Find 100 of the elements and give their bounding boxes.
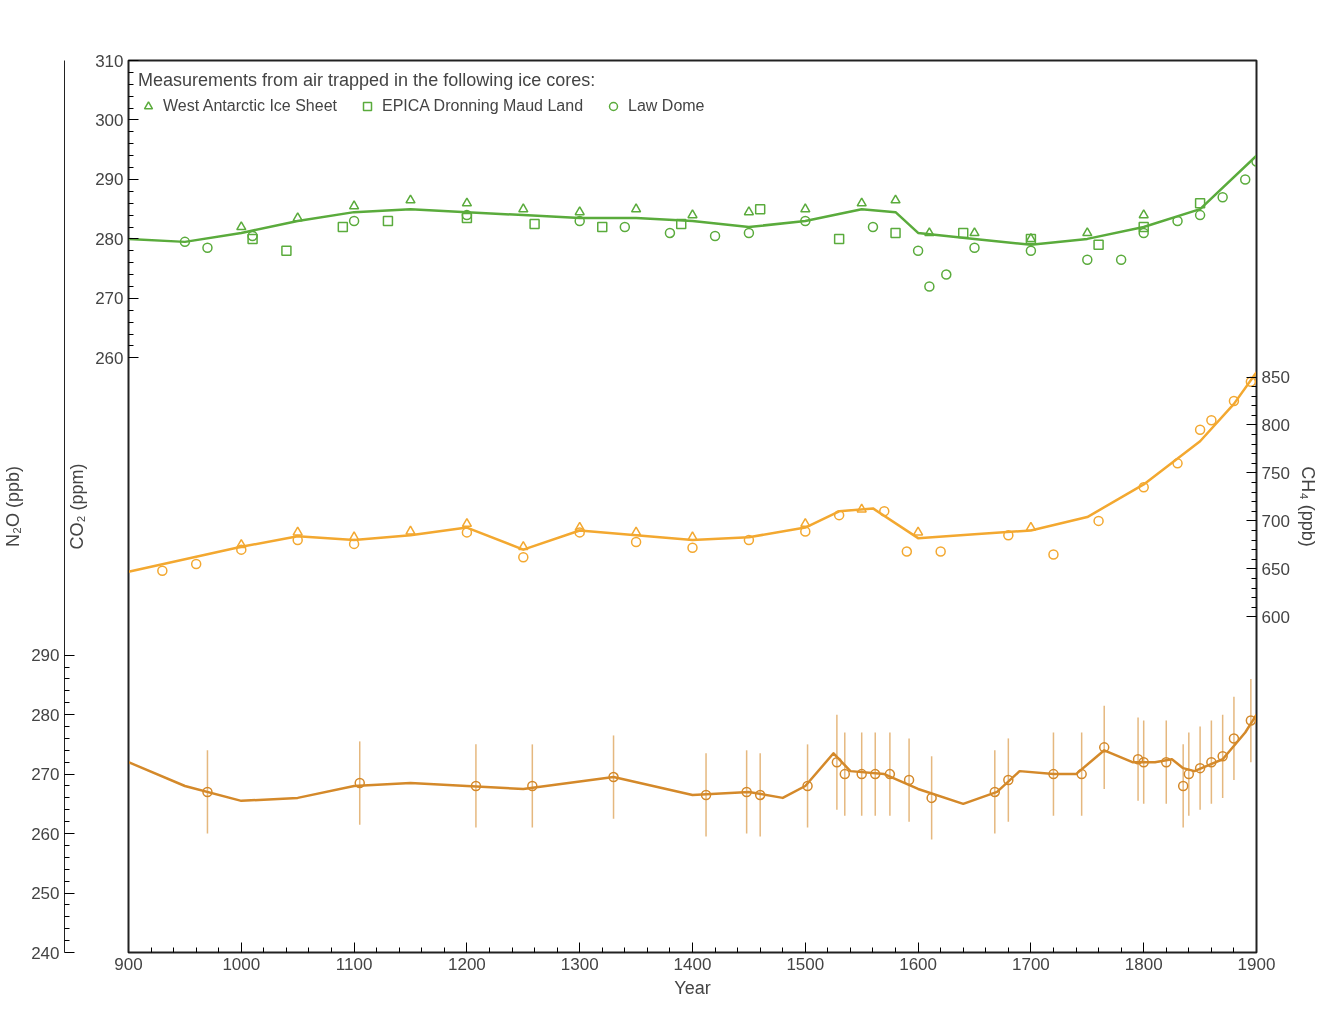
- x-tick-label: 1800: [1124, 954, 1163, 974]
- point: [337, 221, 349, 233]
- point: [743, 227, 755, 239]
- legend-title: Measurements from air trapped in the following ice cores:: [138, 70, 597, 91]
- y3-tick-label: 250: [31, 884, 60, 904]
- point: [675, 218, 687, 230]
- y-tick-label: 310: [95, 51, 124, 71]
- point: [1003, 774, 1014, 786]
- y2-tick-label: 800: [1261, 415, 1290, 435]
- point: [1245, 376, 1257, 388]
- point: [518, 552, 529, 563]
- point: [1115, 254, 1127, 265]
- point: [574, 206, 585, 216]
- legend-label: West Antarctic Ice Sheet: [163, 97, 338, 115]
- point: [1093, 239, 1104, 251]
- point: [527, 780, 538, 792]
- point: [236, 544, 247, 555]
- x-tick-label: 900: [114, 954, 143, 974]
- point: [743, 534, 755, 546]
- y2-tick-label: 750: [1261, 463, 1290, 483]
- point: [630, 536, 642, 548]
- line-series: [128, 713, 1257, 806]
- point: [348, 531, 360, 541]
- point: [1076, 768, 1087, 780]
- point: [461, 517, 473, 528]
- point: [941, 269, 952, 280]
- point: [833, 233, 845, 245]
- y3-tick-label: 260: [31, 824, 60, 844]
- x-tick-label: 1300: [560, 954, 599, 974]
- point: [1183, 768, 1195, 780]
- point: [1132, 753, 1144, 765]
- legend-label: Law Dome: [628, 97, 705, 115]
- x-tick-label: 1100: [335, 954, 373, 974]
- point: [912, 526, 924, 536]
- point: [157, 565, 168, 576]
- point: [1172, 458, 1183, 469]
- y2-tick-label: 600: [1261, 607, 1290, 627]
- point: [833, 509, 845, 521]
- point: [1048, 768, 1059, 780]
- point: [608, 771, 619, 783]
- y-axis-title: CO₂ (ppm): [67, 463, 88, 550]
- y-tick-label: 270: [95, 289, 124, 309]
- point: [179, 236, 191, 248]
- point: [969, 227, 980, 237]
- y-tick-label: 280: [95, 229, 124, 249]
- point: [741, 786, 752, 798]
- point: [470, 780, 482, 792]
- point: [236, 221, 247, 231]
- y-tick-label: 260: [95, 348, 124, 368]
- point: [839, 768, 851, 780]
- y2-axis-title: CH₄ (ppb): [1297, 466, 1318, 547]
- x-tick-label: 1500: [786, 954, 825, 974]
- point: [518, 203, 529, 213]
- point: [1138, 209, 1149, 219]
- point: [800, 526, 811, 537]
- point: [348, 538, 360, 550]
- point: [924, 227, 935, 237]
- point: [236, 538, 247, 549]
- point: [687, 209, 698, 219]
- point: [1206, 414, 1217, 426]
- point: [1194, 762, 1206, 774]
- point: [1025, 245, 1037, 257]
- y3-tick-label: 290: [31, 646, 60, 666]
- point: [461, 197, 473, 207]
- x-tick-label: 1200: [447, 954, 486, 974]
- point: [924, 281, 935, 292]
- point: [869, 768, 881, 780]
- point: [1082, 227, 1093, 237]
- y-tick-label: 300: [95, 110, 124, 130]
- point: [382, 215, 394, 227]
- point: [1098, 742, 1110, 753]
- point: [754, 203, 766, 215]
- point: [518, 540, 529, 551]
- point: [574, 527, 585, 538]
- point: [354, 777, 365, 789]
- x-tick-label: 1000: [222, 954, 261, 974]
- point: [574, 521, 585, 531]
- point: [800, 517, 811, 528]
- point: [281, 245, 292, 257]
- point: [743, 206, 755, 216]
- point: [405, 525, 416, 535]
- point: [1194, 197, 1206, 209]
- y2-tick-label: 700: [1261, 511, 1290, 531]
- point: [348, 215, 360, 227]
- point: [1082, 254, 1093, 265]
- y3-tick-label: 240: [31, 943, 60, 963]
- point: [1245, 715, 1257, 726]
- point: [1138, 482, 1149, 493]
- y2-tick-label: 850: [1261, 368, 1290, 388]
- line-series: [128, 370, 1257, 573]
- point: [202, 786, 213, 798]
- point: [1217, 192, 1228, 203]
- point: [687, 531, 698, 541]
- legend-label: EPICA Dronning Maud Land: [382, 97, 584, 115]
- point: [348, 200, 360, 210]
- point: [856, 503, 867, 513]
- point: [709, 230, 721, 242]
- point: [935, 546, 946, 557]
- point: [630, 203, 642, 213]
- point: [1177, 780, 1189, 792]
